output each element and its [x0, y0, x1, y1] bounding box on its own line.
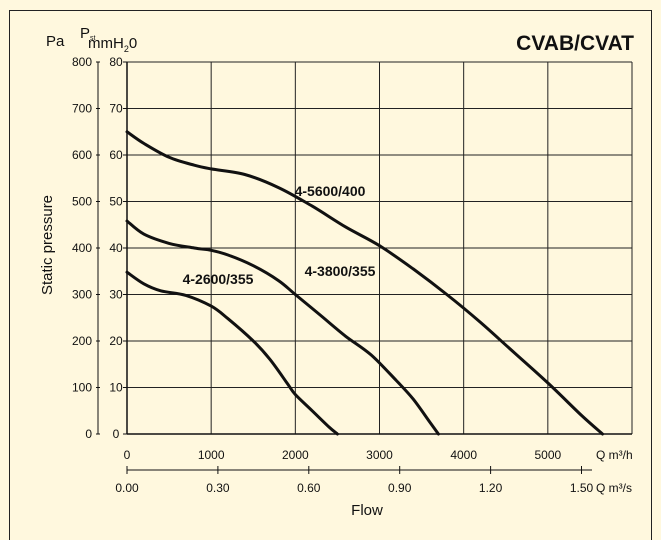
- y-tick-pa: 0: [85, 427, 92, 441]
- x2-tick-label: 0.90: [388, 481, 412, 495]
- x2-tick-label: 1.50: [570, 481, 594, 495]
- y-tick-pa: 400: [72, 241, 92, 255]
- curve-label: 4-5600/400: [295, 183, 366, 199]
- y-right-unit: PstmmH20: [80, 25, 137, 54]
- y-tick-pa: 600: [72, 148, 92, 162]
- y-axis-label: Static pressure: [39, 195, 56, 295]
- x2-unit-label: Q m³/s: [596, 481, 632, 495]
- curve-4-5600/400: [125, 130, 604, 436]
- x2-tick-label: 0.60: [297, 481, 321, 495]
- y-tick-pa: 500: [72, 195, 92, 209]
- x-tick-label: 5000: [534, 448, 561, 462]
- chart-title: CVAB/CVAT: [516, 32, 634, 55]
- curve-4-3800/355: [125, 219, 440, 436]
- chart-frame: [9, 10, 652, 540]
- curve-label: 4-3800/355: [305, 263, 376, 279]
- grid: [127, 61, 633, 434]
- y-tick-mm: 60: [109, 148, 123, 162]
- x-unit-label: Q m³/h: [596, 448, 633, 462]
- y-tick-pa: 300: [72, 288, 92, 302]
- x2-tick-label: 0.30: [206, 481, 230, 495]
- x-axis-label: Flow: [351, 502, 383, 519]
- curve-label: 4-2600/355: [183, 271, 254, 287]
- y-tick-mm: 40: [109, 241, 123, 255]
- x-tick-label: 1000: [198, 448, 225, 462]
- y-tick-mm: 80: [109, 55, 123, 69]
- y-tick-pa: 800: [72, 55, 92, 69]
- y-tick-mm: 20: [109, 334, 123, 348]
- y-tick-pa: 100: [72, 381, 92, 395]
- y-tick-mm: 30: [109, 288, 123, 302]
- x-tick-label: 4000: [450, 448, 477, 462]
- curves: 4-5600/400 4-3800/355 4-2600/355: [125, 130, 604, 436]
- x2-tick-label: 0.00: [115, 481, 139, 495]
- y-tick-mm: 0: [113, 427, 120, 441]
- curve-4-2600/355: [125, 270, 339, 436]
- x2-tick-label: 1.20: [479, 481, 503, 495]
- x-tick-label: 3000: [366, 448, 393, 462]
- y-tick-mm: 50: [109, 195, 123, 209]
- y-tick-mm: 70: [109, 102, 123, 116]
- y-tick-pa: 700: [72, 102, 92, 116]
- y-tick-mm: 10: [109, 381, 123, 395]
- y-tick-pa: 200: [72, 334, 92, 348]
- x-tick-label: 0: [124, 448, 131, 462]
- y-left-unit: Pa: [46, 33, 65, 50]
- x-tick-label: 2000: [282, 448, 309, 462]
